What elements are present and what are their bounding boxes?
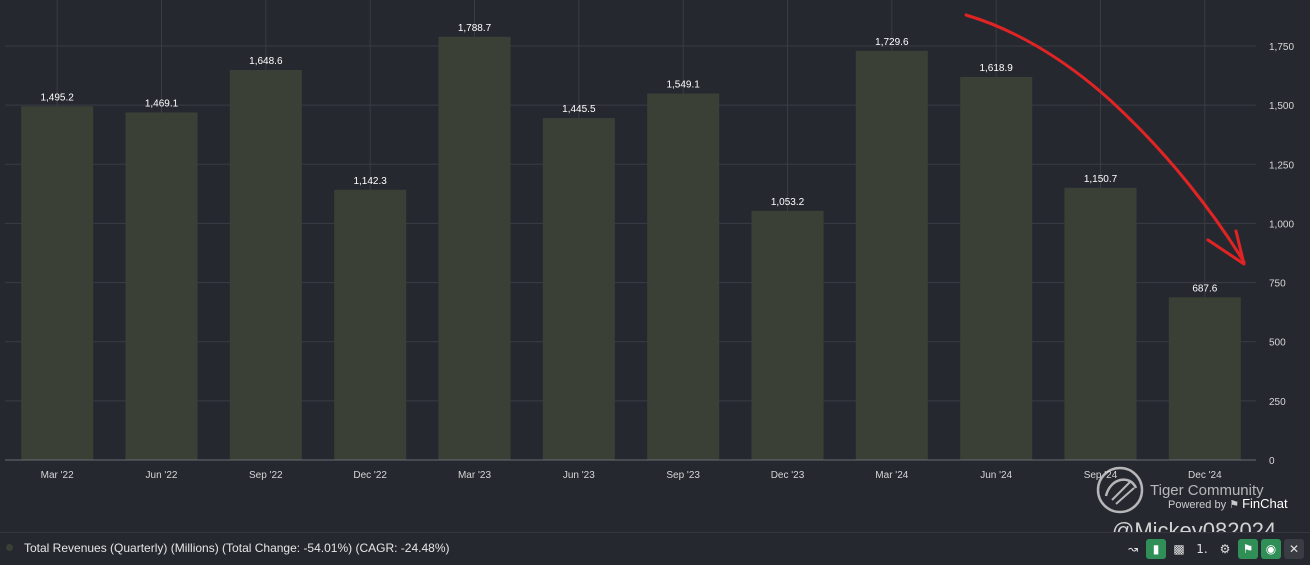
annotation-arrow [964, 13, 1246, 266]
watermark-powered-by: Powered by [1168, 499, 1227, 511]
x-tick-label: Jun '22 [146, 470, 178, 481]
tiger-logo [1096, 466, 1144, 514]
data-label: 1,618.9 [979, 63, 1013, 74]
bars [21, 36, 1241, 461]
bar[interactable] [960, 77, 1033, 460]
y-tick-label: 500 [1269, 338, 1286, 349]
finchat-logo-icon: ⚑ [1229, 499, 1240, 511]
watermark-brand: FinChat [1242, 496, 1288, 511]
legend-marker [6, 544, 13, 551]
vertical-gridlines [56, 0, 1206, 460]
bar[interactable] [647, 93, 720, 461]
watermark-community: Tiger Community [1150, 482, 1264, 499]
horizontal-gridlines [5, 45, 1256, 402]
chart-toolbar: ↝ ▮ ▩ 1. ⚙ ⚑ ◉ ✕ [1123, 538, 1304, 560]
close-icon[interactable]: ✕ [1284, 539, 1304, 559]
bar[interactable] [1064, 187, 1137, 460]
data-label: 1,469.1 [145, 98, 179, 109]
data-label: 1,648.6 [249, 56, 283, 67]
x-tick-label: Dec '24 [1188, 470, 1222, 481]
x-tick-label: Dec '22 [353, 470, 387, 481]
arrow-curve [964, 13, 1246, 264]
y-tick-label: 250 [1269, 397, 1286, 408]
watermark-powered: Powered by ⚑ FinChat [1168, 496, 1288, 511]
bar-chart-icon[interactable]: ▩ [1173, 542, 1185, 556]
tag-icon[interactable]: ⚑ [1238, 539, 1258, 559]
x-tick-label: Sep '24 [1084, 470, 1118, 481]
number-format-label: 1. [1196, 542, 1208, 556]
bar[interactable] [125, 112, 198, 460]
gear-icon[interactable]: ⚙ [1219, 542, 1231, 556]
data-label: 687.6 [1192, 283, 1217, 294]
data-label: 1,788.7 [458, 23, 492, 34]
data-label: 1,445.5 [562, 104, 596, 115]
bar[interactable] [855, 50, 928, 461]
eye-icon[interactable]: ◉ [1261, 539, 1281, 559]
x-tick-label: Dec '23 [771, 470, 805, 481]
x-tick-label: Mar '23 [458, 470, 491, 481]
x-tick-label: Sep '22 [249, 470, 283, 481]
y-tick-label: 1,750 [1269, 42, 1294, 53]
bar[interactable] [21, 106, 94, 461]
bar-chart-green-icon[interactable]: ▮ [1146, 539, 1166, 559]
data-label: 1,729.6 [875, 37, 909, 48]
y-tick-label: 750 [1269, 279, 1286, 290]
bar[interactable] [751, 210, 824, 460]
x-tick-label: Sep '23 [666, 470, 700, 481]
data-labels: 1,495.2 1,469.1 1,648.6 1,142.3 1,788.7 1,445… [40, 23, 1217, 294]
bar[interactable] [1168, 297, 1241, 460]
y-tick-label: 1,000 [1269, 219, 1294, 230]
number-format-icon[interactable]: 1. [1192, 539, 1212, 559]
x-tick-label: Jun '23 [563, 470, 595, 481]
x-tick-label: Jun '24 [980, 470, 1012, 481]
y-tick-labels: 0 250 500 750 1,000 1,250 1,500 1,750 [1269, 42, 1294, 467]
arrow-head [1206, 229, 1246, 266]
trend-icon[interactable]: ↝ [1127, 542, 1139, 556]
x-tick-labels: Mar '22 Jun '22 Sep '22 Dec '22 Mar '23 Jun '… [41, 470, 1222, 481]
x-tick-label: Mar '24 [875, 470, 908, 481]
bar[interactable] [229, 69, 302, 460]
bar[interactable] [438, 36, 511, 460]
revenue-bar-chart: Mar '22 Jun '22 Sep '22 Dec '22 Mar '23 Jun '… [5, 0, 1294, 514]
y-tick-label: 1,500 [1269, 101, 1294, 112]
data-label: 1,549.1 [666, 80, 700, 91]
y-tick-label: 1,250 [1269, 160, 1294, 171]
data-label: 1,150.7 [1084, 174, 1118, 185]
chart-footer: Total Revenues (Quarterly) (Millions) (T… [0, 532, 1310, 565]
legend-label[interactable]: Total Revenues (Quarterly) (Millions) (T… [24, 541, 450, 555]
bar[interactable] [334, 189, 407, 460]
x-tick-label: Mar '22 [41, 470, 74, 481]
data-label: 1,142.3 [353, 176, 387, 187]
data-label: 1,495.2 [40, 92, 74, 103]
data-label: 1,053.2 [771, 197, 805, 208]
bar[interactable] [542, 118, 615, 460]
y-tick-label: 0 [1269, 456, 1275, 467]
